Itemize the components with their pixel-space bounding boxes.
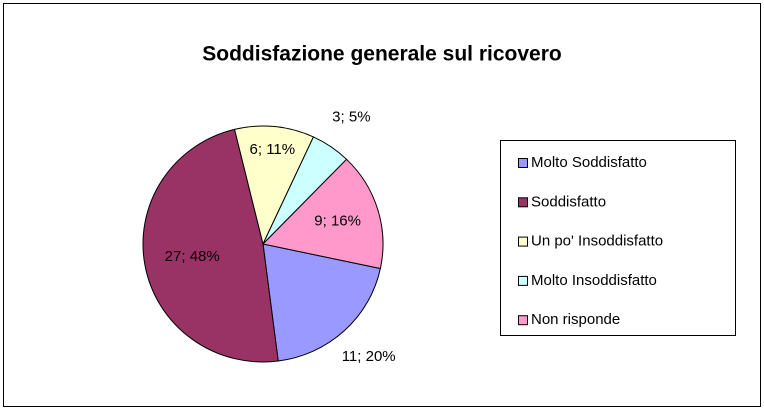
legend-label: Un po' Insoddisfatto xyxy=(531,233,663,250)
legend-label: Molto Soddisfatto xyxy=(531,154,647,171)
data-label: 6; 11% xyxy=(250,141,296,158)
data-label: 3; 5% xyxy=(332,109,370,126)
legend-swatch xyxy=(518,315,528,326)
pie-slice xyxy=(233,125,315,246)
legend-swatch xyxy=(518,197,528,208)
pie-slice xyxy=(262,243,381,362)
legend-swatch xyxy=(518,275,528,286)
legend-label: Non risponde xyxy=(531,311,620,328)
legend-swatch xyxy=(518,236,528,247)
legend-label: Soddisfatto xyxy=(531,193,606,210)
data-label: 9; 16% xyxy=(314,213,361,230)
data-label: 11; 20% xyxy=(342,348,396,365)
pie-slice xyxy=(261,158,384,270)
legend-label: Molto Insoddisfatto xyxy=(531,272,657,289)
chart-title: Soddisfazione generale sul ricovero xyxy=(202,43,561,66)
data-label: 27; 48% xyxy=(165,248,220,265)
legend-swatch xyxy=(518,158,528,168)
legend-box xyxy=(500,140,736,336)
pie-slice xyxy=(142,128,279,363)
